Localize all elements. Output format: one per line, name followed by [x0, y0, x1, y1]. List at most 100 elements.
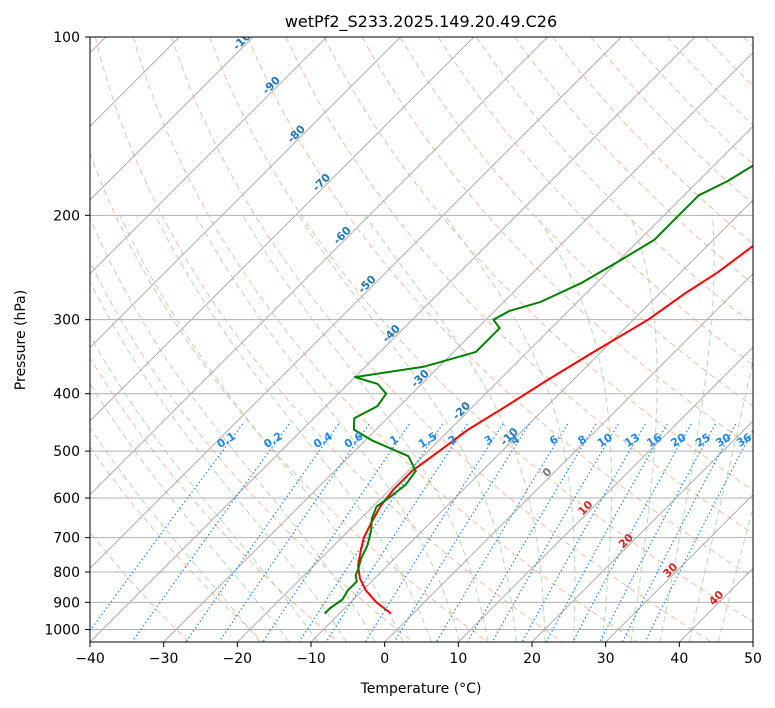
- isotherm-line: [90, 37, 622, 570]
- mixing-ratio-line: [466, 423, 597, 642]
- isotherm-label: -70: [310, 171, 333, 194]
- mixing-ratio-line: [262, 423, 410, 642]
- isotherm-label: -80: [285, 122, 308, 145]
- mixing-ratio-label: 3: [482, 433, 495, 448]
- isotherm-label: 40: [706, 588, 726, 608]
- mixing-ratio-label: 1: [388, 433, 401, 448]
- isotherm-line: [90, 37, 254, 201]
- mixing-ratio-label: 13: [622, 431, 642, 450]
- y-axis-title: Pressure (hPa): [13, 290, 29, 390]
- dry-adiabat-line: [476, 37, 753, 325]
- isotherm-line: [531, 420, 753, 642]
- moist-adiabat-line: [717, 506, 753, 642]
- moist-adiabat-line: [90, 382, 290, 642]
- y-tick-label: 800: [53, 565, 80, 581]
- plot-frame: [89, 36, 754, 643]
- dry-adiabat-line: [437, 37, 753, 366]
- dry-adiabat-line: [666, 37, 753, 126]
- x-tick-label: 0: [380, 651, 389, 667]
- moist-adiabat-line: [90, 334, 319, 642]
- temperature-line: [357, 244, 753, 615]
- dry-adiabat-line: [323, 37, 753, 491]
- dry-adiabat-line: [132, 37, 638, 642]
- y-axis: 100 200 300 400 500 600 700 800 900 1000: [44, 30, 90, 638]
- y-tick-label: 900: [53, 595, 80, 611]
- isotherm-line: [90, 37, 696, 642]
- isotherm-label: 0: [540, 465, 555, 480]
- mixing-ratio-label: 16: [644, 431, 664, 450]
- isotherm-label: -50: [355, 273, 378, 296]
- dry-adiabat-line: [90, 152, 488, 642]
- moist-adiabat-line: [659, 215, 715, 642]
- mixing-ratio-line: [185, 423, 340, 642]
- dry-adiabat-line: [90, 446, 264, 642]
- dry-adiabat-line: [247, 37, 753, 578]
- isotherm-line: [90, 37, 475, 422]
- moist-adiabat-line: [535, 215, 613, 642]
- y-tick-label: 100: [53, 30, 80, 46]
- y-tick-label: 1000: [44, 622, 80, 638]
- isotherm-line: [310, 199, 753, 642]
- moist-adiabat-line: [297, 215, 517, 642]
- y-tick-label: 700: [53, 531, 80, 547]
- mixing-ratio-line: [545, 423, 668, 642]
- chart-title: wetPf2_S233.2025.149.20.49.C26: [285, 12, 557, 32]
- isotherm-line: [457, 346, 753, 642]
- pressure-gridlines: [90, 37, 753, 630]
- moist-adiabat-line: [90, 280, 347, 642]
- x-tick-label: −30: [149, 651, 179, 667]
- x-tick-label: 50: [744, 651, 762, 667]
- isotherm-label: -40: [380, 322, 403, 345]
- x-tick-label: 10: [449, 651, 467, 667]
- mixing-ratio-label: 25: [693, 431, 713, 450]
- mixing-ratio-label: 6: [547, 433, 561, 448]
- isotherm-label: -60: [331, 224, 354, 247]
- isotherm-line: [752, 641, 753, 642]
- mixing-ratio-line: [364, 423, 504, 642]
- mixing-ratio-line: [644, 428, 753, 642]
- x-axis-title: Temperature (°C): [360, 681, 482, 697]
- dry-adiabat-line: [590, 37, 753, 205]
- isotherm-lines: [90, 37, 753, 642]
- mixing-ratio-label: 10: [595, 431, 615, 450]
- y-tick-label: 400: [53, 387, 80, 403]
- dry-adiabat-line: [90, 356, 339, 642]
- dry-adiabat-line: [90, 260, 414, 642]
- y-tick-label: 600: [53, 491, 80, 507]
- y-tick-label: 200: [53, 208, 80, 224]
- mixing-ratio-label: 0.4: [311, 429, 335, 451]
- mixing-ratio-line: [325, 423, 468, 642]
- moist-adiabat-line: [629, 215, 658, 642]
- isotherm-line: [90, 37, 549, 496]
- mixing-ratio-label: 0.6: [342, 429, 366, 451]
- mixing-ratio-label: 20: [668, 431, 688, 450]
- x-tick-label: 40: [670, 651, 688, 667]
- isotherm-line: [678, 567, 753, 642]
- moist-adiabat-line: [90, 216, 376, 642]
- isotherm-line: [236, 125, 753, 642]
- mixing-ratio-line: [90, 423, 244, 632]
- dry-adiabat-line: [94, 37, 563, 642]
- isotherm-label: -20: [450, 399, 473, 422]
- mixing-ratio-line: [491, 423, 619, 642]
- mixing-ratio-line: [621, 423, 737, 642]
- isotherm-label: -90: [260, 74, 283, 97]
- mixing-ratio-labels: 0.1 0.2 0.4 0.6 1 1.5 2 3 4 6 8 10 13 16 20 25 30 36: [215, 429, 753, 451]
- mixing-ratio-line: [521, 423, 646, 642]
- mixing-ratio-label: 0.1: [215, 430, 238, 451]
- x-tick-label: 20: [523, 651, 541, 667]
- isotherm-line: [163, 51, 753, 642]
- series-group: [323, 164, 753, 615]
- dry-adiabat-line: [285, 37, 753, 535]
- moist-adiabat-line: [444, 215, 576, 642]
- x-tick-label: 30: [597, 651, 615, 667]
- dry-adiabat-line: [209, 37, 753, 623]
- mixing-ratio-line: [435, 423, 569, 642]
- mixing-ratio-line: [393, 423, 530, 642]
- y-tick-label: 500: [53, 444, 80, 460]
- moist-adiabat-line: [195, 215, 461, 642]
- dry-adiabat-line: [552, 37, 753, 245]
- x-tick-label: −10: [296, 651, 326, 667]
- dry-adiabat-line: [704, 37, 753, 87]
- mixing-ratio-label: 30: [713, 431, 733, 450]
